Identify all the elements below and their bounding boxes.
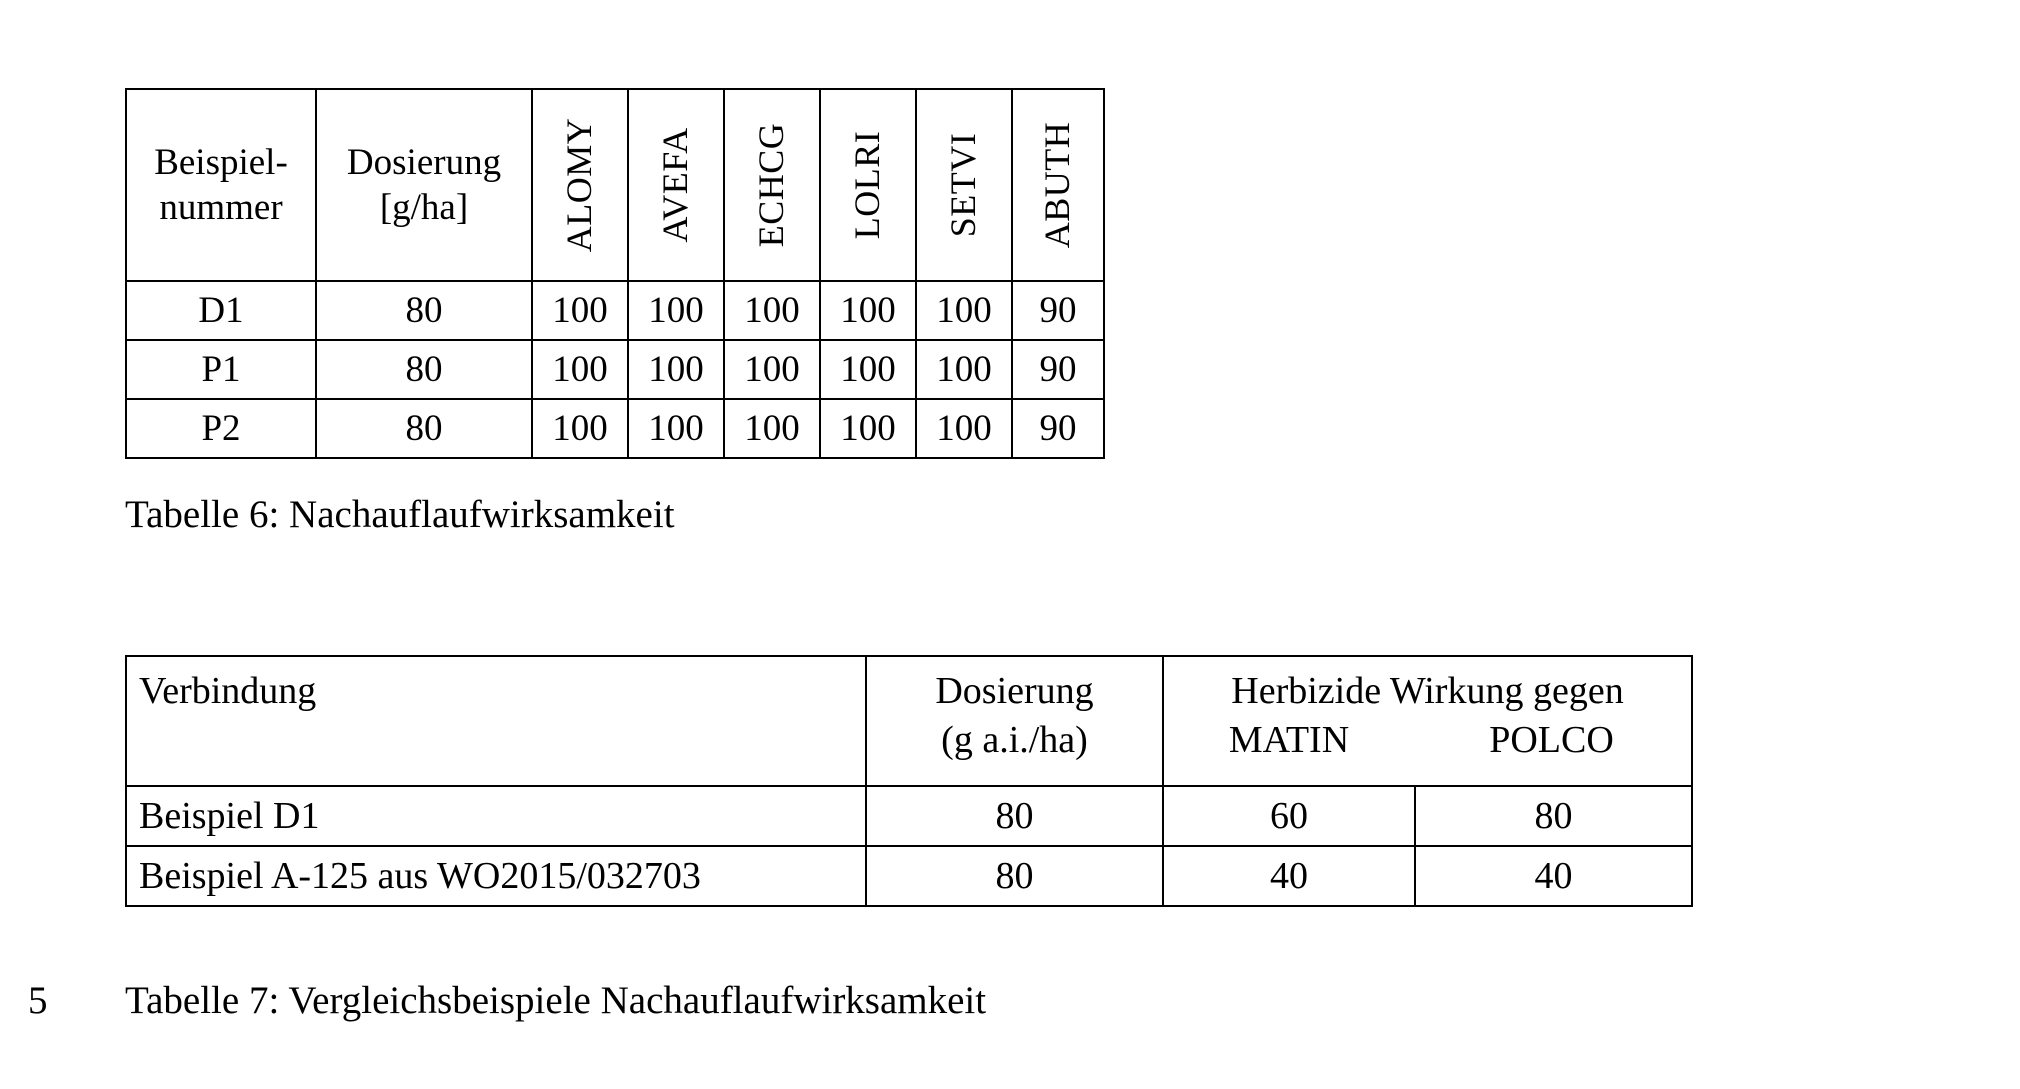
table-6-caption: Tabelle 6: Nachauflaufwirksamkeit (125, 492, 675, 537)
header-effect-polco: POLCO (1414, 716, 1689, 765)
header-species-abuth: ABUTH (1012, 89, 1104, 281)
table-7-header-row: Verbindung Dosierung (g a.i./ha) Herbizi… (126, 656, 1692, 786)
cell-compound: Beispiel A-125 aus WO2015/032703 (126, 846, 866, 906)
cell-dose: 80 (866, 786, 1163, 846)
header-effect-stack: Herbizide Wirkung gegen MATIN POLCO (1164, 657, 1691, 785)
cell-setvi: 100 (916, 281, 1012, 340)
cell-avefa: 100 (628, 340, 724, 399)
cell-example: D1 (126, 281, 316, 340)
header-species-avefa: AVEFA (628, 89, 724, 281)
cell-alomy: 100 (532, 340, 628, 399)
header-species-setvi-label: SETVI (942, 133, 986, 238)
cell-example: P1 (126, 340, 316, 399)
cell-alomy: 100 (532, 399, 628, 458)
cell-avefa: 100 (628, 399, 724, 458)
rotated-label-wrapper: ABUTH (1013, 90, 1103, 280)
table-7-container: Verbindung Dosierung (g a.i./ha) Herbizi… (125, 655, 1693, 907)
table-7-head: Verbindung Dosierung (g a.i./ha) Herbizi… (126, 656, 1692, 786)
header-species-lolri-label: LOLRI (846, 131, 890, 239)
cell-setvi: 100 (916, 399, 1012, 458)
header-herbicidal-effect: Herbizide Wirkung gegen MATIN POLCO (1163, 656, 1692, 786)
table-6-container: Beispiel- nummer Dosierung [g/ha] ALOMY … (125, 88, 1105, 459)
cell-echcg: 100 (724, 399, 820, 458)
rotated-label-wrapper: SETVI (917, 90, 1011, 280)
cell-matin: 60 (1163, 786, 1415, 846)
header-species-avefa-label: AVEFA (654, 127, 698, 242)
cell-alomy: 100 (532, 281, 628, 340)
header-species-echcg-label: ECHCG (750, 123, 794, 248)
cell-dose: 80 (316, 399, 532, 458)
table-row: P2 80 100 100 100 100 100 90 (126, 399, 1104, 458)
header-dosage-line2: [g/ha] (380, 187, 468, 228)
header-species-alomy: ALOMY (532, 89, 628, 281)
header-effect-group-label: Herbizide Wirkung gegen (1164, 667, 1691, 716)
header-dosage-line2: (g a.i./ha) (867, 716, 1162, 765)
cell-lolri: 100 (820, 399, 916, 458)
table-row: Beispiel A-125 aus WO2015/032703 80 40 4… (126, 846, 1692, 906)
line-number: 5 (28, 978, 48, 1023)
cell-compound: Beispiel D1 (126, 786, 866, 846)
header-species-lolri: LOLRI (820, 89, 916, 281)
rotated-label-wrapper: ECHCG (725, 90, 819, 280)
cell-matin: 40 (1163, 846, 1415, 906)
table-7: Verbindung Dosierung (g a.i./ha) Herbizi… (125, 655, 1693, 907)
header-dosage-stack: Dosierung (g a.i./ha) (867, 657, 1162, 785)
cell-dose: 80 (316, 340, 532, 399)
table-6-body: D1 80 100 100 100 100 100 90 P1 80 100 1… (126, 281, 1104, 458)
header-compound-stack: Verbindung (139, 657, 865, 785)
cell-echcg: 100 (724, 281, 820, 340)
cell-abuth: 90 (1012, 340, 1104, 399)
rotated-label-wrapper: AVEFA (629, 90, 723, 280)
header-example-number-line1: Beispiel- (154, 142, 288, 183)
header-dosage: Dosierung [g/ha] (316, 89, 532, 281)
header-example-number: Beispiel- nummer (126, 89, 316, 281)
header-dosage-line1: Dosierung (347, 142, 501, 183)
rotated-label-wrapper: ALOMY (533, 90, 627, 280)
cell-lolri: 100 (820, 281, 916, 340)
cell-abuth: 90 (1012, 281, 1104, 340)
cell-polco: 40 (1415, 846, 1692, 906)
table-6-header-row: Beispiel- nummer Dosierung [g/ha] ALOMY … (126, 89, 1104, 281)
header-effect-matin: MATIN (1164, 716, 1414, 765)
cell-setvi: 100 (916, 340, 1012, 399)
table-row: P1 80 100 100 100 100 100 90 (126, 340, 1104, 399)
cell-dose: 80 (866, 846, 1163, 906)
cell-dose: 80 (316, 281, 532, 340)
header-compound: Verbindung (126, 656, 866, 786)
cell-echcg: 100 (724, 340, 820, 399)
header-species-abuth-label: ABUTH (1036, 122, 1080, 249)
header-compound-label: Verbindung (139, 667, 865, 716)
table-6: Beispiel- nummer Dosierung [g/ha] ALOMY … (125, 88, 1105, 459)
table-row: D1 80 100 100 100 100 100 90 (126, 281, 1104, 340)
header-dosage: Dosierung (g a.i./ha) (866, 656, 1163, 786)
cell-example: P2 (126, 399, 316, 458)
table-6-head: Beispiel- nummer Dosierung [g/ha] ALOMY … (126, 89, 1104, 281)
cell-abuth: 90 (1012, 399, 1104, 458)
header-dosage-line1: Dosierung (867, 667, 1162, 716)
cell-lolri: 100 (820, 340, 916, 399)
header-species-alomy-label: ALOMY (558, 118, 602, 253)
header-effect-subrow: MATIN POLCO (1164, 716, 1691, 765)
header-example-number-line2: nummer (159, 187, 282, 228)
table-row: Beispiel D1 80 60 80 (126, 786, 1692, 846)
table-7-body: Beispiel D1 80 60 80 Beispiel A-125 aus … (126, 786, 1692, 906)
rotated-label-wrapper: LOLRI (821, 90, 915, 280)
table-7-caption: Tabelle 7: Vergleichsbeispiele Nachaufla… (125, 978, 986, 1023)
cell-avefa: 100 (628, 281, 724, 340)
header-species-setvi: SETVI (916, 89, 1012, 281)
header-species-echcg: ECHCG (724, 89, 820, 281)
cell-polco: 80 (1415, 786, 1692, 846)
